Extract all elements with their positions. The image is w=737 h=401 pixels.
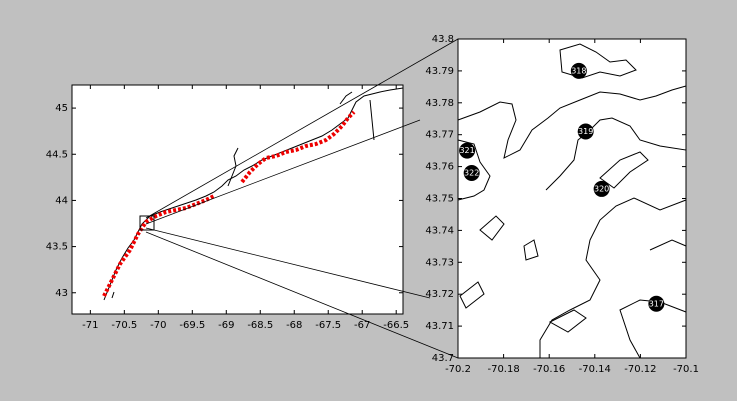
connector — [145, 38, 459, 219]
y-tick-label: 43.73 — [425, 257, 454, 268]
x-tick-label: -68.5 — [247, 320, 273, 331]
station-marker — [593, 180, 610, 197]
y-tick-label: 43 — [55, 288, 68, 299]
x-tick-label: -68 — [286, 320, 302, 331]
zoom-coastline — [457, 43, 687, 359]
x-tick-label: -69.5 — [179, 320, 205, 331]
y-tick-label: 43.5 — [46, 242, 68, 253]
x-tick-label: -70.12 — [624, 364, 656, 375]
y-tick-label: 43.77 — [425, 130, 454, 141]
y-tick-label: 43.7 — [432, 353, 454, 364]
x-tick-label: -70.14 — [579, 364, 611, 375]
zoom-axes — [457, 38, 687, 359]
station-label: 320 — [594, 184, 609, 193]
connector — [145, 227, 431, 299]
y-tick-label: 43.71 — [425, 321, 454, 332]
x-tick-label: -70 — [150, 320, 166, 331]
station-label: 317 — [649, 299, 664, 308]
overview-axes — [71, 84, 404, 315]
x-tick-label: -70.1 — [673, 364, 699, 375]
overview-points — [102, 110, 356, 297]
coastline — [111, 91, 375, 299]
y-tick-label: 43.78 — [425, 98, 454, 109]
x-tick-label: -70.18 — [487, 364, 519, 375]
x-tick-label: -69 — [218, 320, 234, 331]
y-tick-label: 44 — [55, 195, 68, 206]
zoom-box — [139, 215, 155, 231]
y-tick-label: 43.74 — [425, 225, 454, 236]
station-marker — [459, 142, 476, 159]
y-tick-label: 43.79 — [425, 66, 454, 77]
x-tick-label: -70.16 — [533, 364, 565, 375]
zoom-connectors — [145, 38, 459, 359]
station-marker — [648, 295, 665, 312]
connector — [145, 119, 421, 225]
coastline — [457, 139, 491, 201]
y-tick-label: 43.76 — [425, 162, 454, 173]
x-tick-label: -66.5 — [383, 320, 409, 331]
y-tick-label: 43.8 — [432, 34, 454, 45]
y-tick-label: 44.5 — [46, 149, 68, 160]
station-label: 319 — [578, 127, 593, 136]
sample-points — [102, 110, 356, 297]
station-marker — [570, 62, 587, 79]
station-marker — [577, 123, 594, 140]
coastline — [459, 151, 687, 359]
y-tick-label: 43.72 — [425, 289, 454, 300]
x-tick-label: -67.5 — [315, 320, 341, 331]
station-label: 318 — [571, 66, 586, 75]
x-tick-label: -70.2 — [445, 364, 471, 375]
station-label: 321 — [459, 146, 474, 155]
y-tick-label: 43.75 — [425, 194, 454, 205]
x-tick-label: -71 — [82, 320, 98, 331]
station-label: 322 — [464, 168, 479, 177]
connector — [145, 231, 459, 359]
x-tick-label: -70.5 — [111, 320, 137, 331]
coastline — [457, 85, 687, 159]
x-tick-label: -67 — [354, 320, 370, 331]
station-marker — [463, 164, 480, 181]
y-tick-label: 45 — [55, 103, 68, 114]
